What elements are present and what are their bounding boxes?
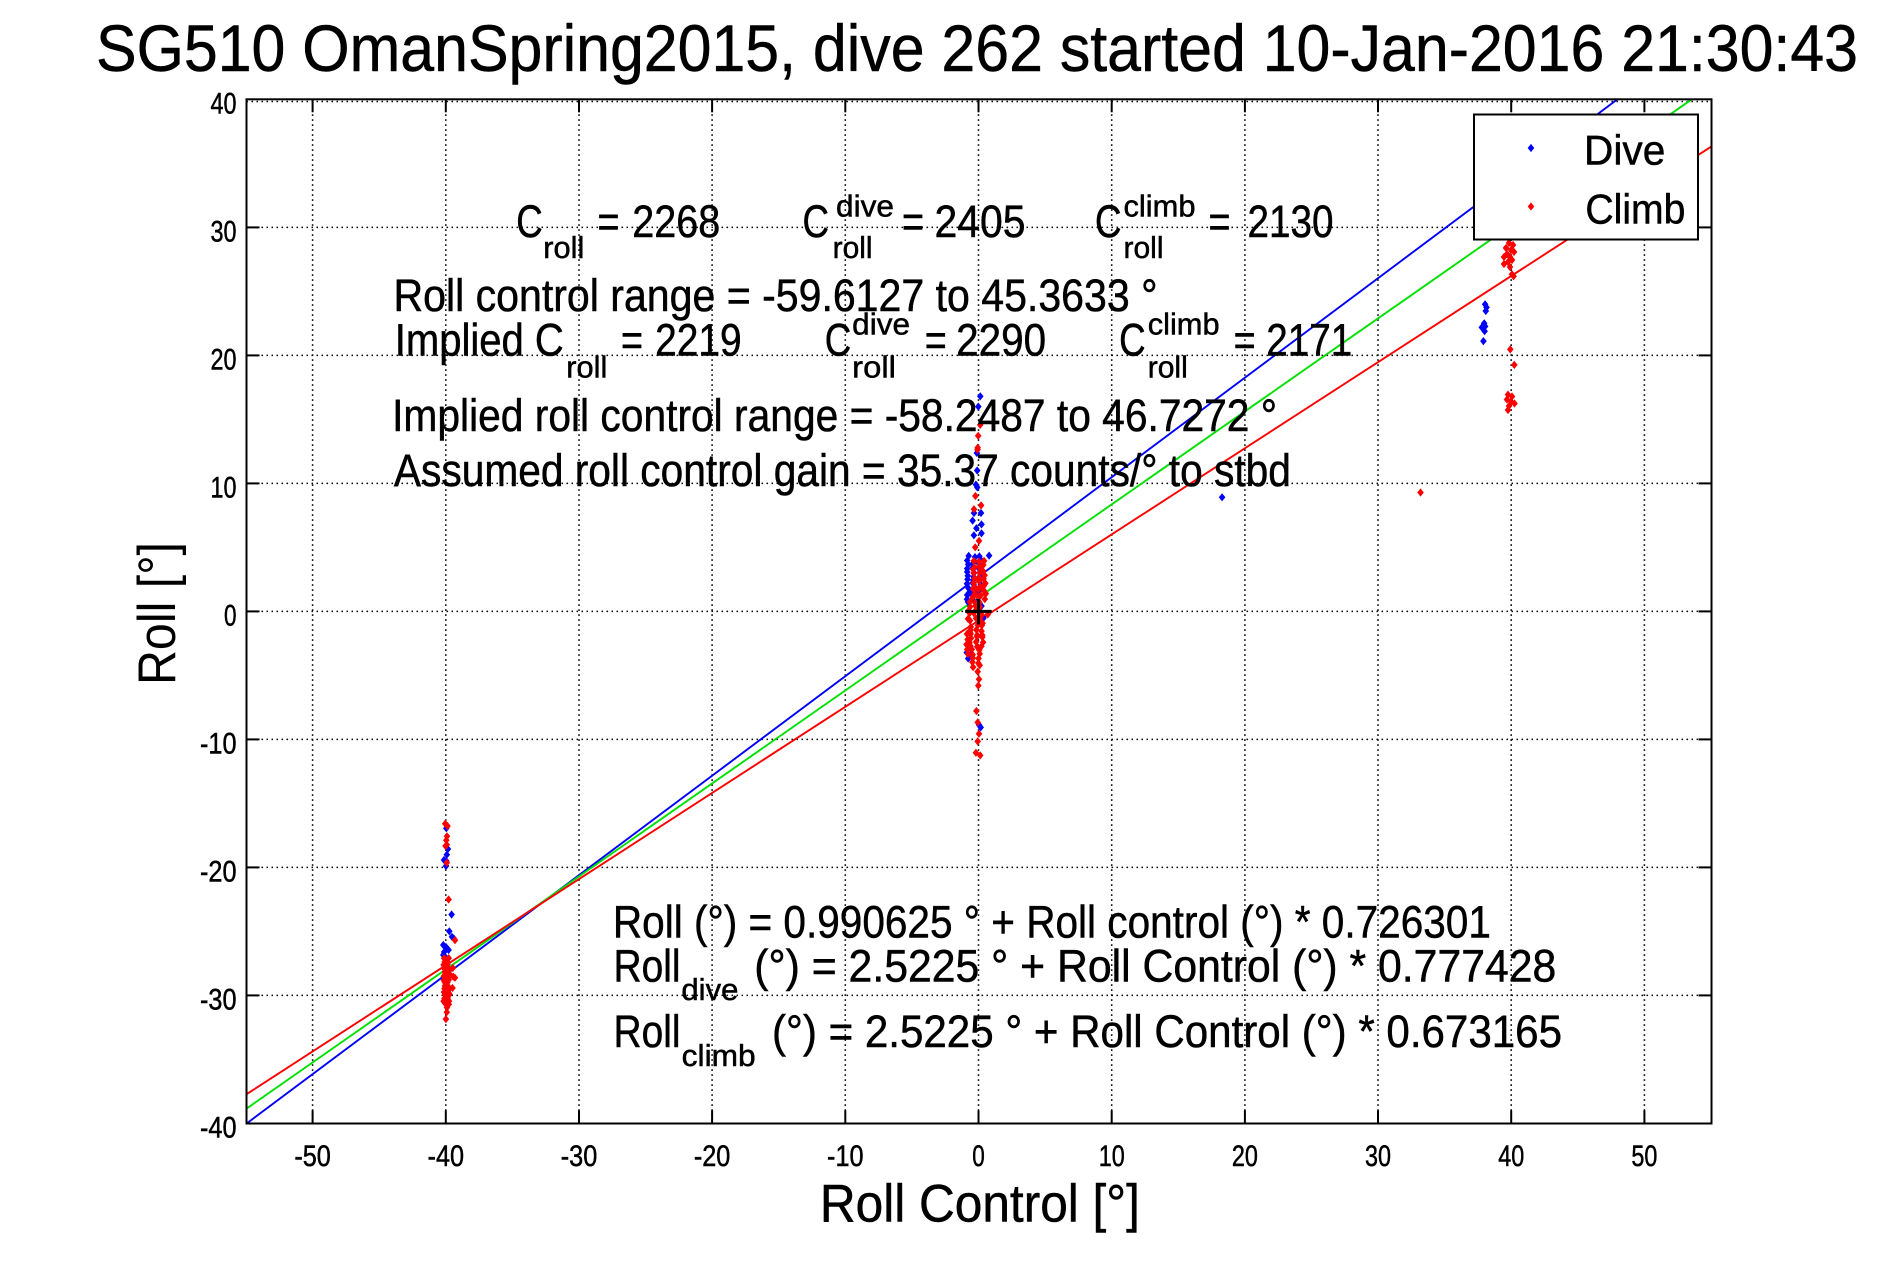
- svg-text:Roll: Roll: [614, 941, 681, 992]
- svg-text:C: C: [1119, 315, 1146, 366]
- svg-text:C: C: [516, 196, 543, 247]
- svg-text:Roll (°) = 0.990625 ° + Roll c: Roll (°) = 0.990625 ° + Roll control (°)…: [613, 896, 1491, 947]
- svg-text:Implied roll control range = -: Implied roll control range = -58.2487 to…: [392, 390, 1277, 441]
- svg-text:30: 30: [211, 215, 237, 248]
- svg-text:2171: 2171: [1266, 315, 1352, 366]
- svg-text:roll: roll: [1148, 349, 1188, 384]
- svg-text:20: 20: [211, 343, 237, 376]
- svg-text:2268: 2268: [632, 196, 720, 247]
- svg-text:=: =: [598, 196, 620, 247]
- svg-text:10: 10: [1099, 1140, 1125, 1173]
- svg-text:roll: roll: [566, 349, 607, 384]
- svg-text:(°) = 2.5225 ° + Roll Control: (°) = 2.5225 ° + Roll Control (°) * 0.77…: [754, 941, 1556, 992]
- svg-text:40: 40: [211, 87, 237, 120]
- svg-text:Assumed roll control gain = 35: Assumed roll control gain = 35.37 counts…: [394, 445, 1291, 496]
- svg-text:2290: 2290: [956, 315, 1046, 366]
- svg-text:C: C: [803, 196, 830, 247]
- svg-text:=: =: [902, 196, 924, 247]
- svg-text:climb: climb: [682, 1038, 756, 1073]
- svg-text:roll: roll: [543, 230, 584, 265]
- svg-text:=: =: [621, 315, 643, 366]
- svg-text:roll: roll: [852, 349, 896, 384]
- svg-text:=: =: [1209, 196, 1231, 247]
- svg-text:Climb: Climb: [1585, 186, 1685, 233]
- svg-text:-10: -10: [827, 1140, 864, 1173]
- svg-text:Dive: Dive: [1584, 127, 1665, 174]
- svg-text:=: =: [925, 315, 947, 366]
- svg-text:-50: -50: [294, 1140, 331, 1173]
- svg-text:0: 0: [972, 1140, 985, 1173]
- svg-text:-30: -30: [200, 983, 237, 1016]
- svg-text:20: 20: [1232, 1140, 1258, 1173]
- svg-text:Roll control range = -59.6127: Roll control range = -59.6127 to 45.3633…: [394, 270, 1158, 321]
- svg-text:=: =: [1234, 315, 1256, 366]
- svg-text:-20: -20: [694, 1140, 731, 1173]
- svg-text:roll: roll: [1124, 230, 1164, 265]
- svg-text:Roll [°]: Roll [°]: [128, 542, 187, 685]
- svg-text:2219: 2219: [655, 315, 742, 366]
- svg-text:C: C: [825, 315, 852, 366]
- svg-text:dive: dive: [852, 307, 910, 342]
- svg-text:C: C: [1095, 196, 1122, 247]
- svg-text:-10: -10: [200, 727, 237, 760]
- svg-text:0: 0: [224, 599, 237, 632]
- svg-text:50: 50: [1631, 1140, 1657, 1173]
- svg-text:2130: 2130: [1248, 196, 1334, 247]
- svg-text:climb: climb: [1124, 189, 1196, 224]
- svg-text:Roll: Roll: [614, 1006, 681, 1057]
- svg-text:40: 40: [1498, 1140, 1524, 1173]
- svg-text:Implied C: Implied C: [395, 315, 564, 366]
- svg-text:2405: 2405: [935, 196, 1026, 247]
- svg-text:-30: -30: [561, 1140, 598, 1173]
- svg-text:roll: roll: [833, 230, 873, 265]
- svg-text:-40: -40: [200, 1111, 237, 1144]
- svg-text:-40: -40: [428, 1140, 465, 1173]
- svg-text:Roll Control [°]: Roll Control [°]: [820, 1174, 1140, 1233]
- svg-text:(°) = 2.5225 ° + Roll Control: (°) = 2.5225 ° + Roll Control (°) * 0.67…: [772, 1006, 1562, 1057]
- svg-text:SG510 OmanSpring2015, dive 262: SG510 OmanSpring2015, dive 262 started 1…: [96, 11, 1858, 85]
- svg-text:-20: -20: [200, 855, 237, 888]
- svg-text:10: 10: [211, 471, 237, 504]
- svg-text:dive: dive: [836, 189, 894, 224]
- svg-text:30: 30: [1365, 1140, 1391, 1173]
- svg-text:dive: dive: [681, 972, 738, 1007]
- svg-text:climb: climb: [1148, 307, 1220, 342]
